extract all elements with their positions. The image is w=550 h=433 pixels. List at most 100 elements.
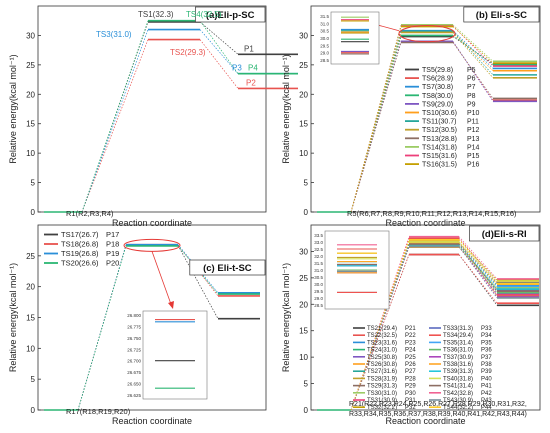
inset-tick-label: 31.0	[320, 21, 329, 26]
inset-tick-label: 31.0	[314, 268, 323, 273]
connector-ts-p	[452, 32, 494, 79]
connector-ts-p	[458, 242, 498, 285]
legend-ts-label: TS30(31.0)	[367, 391, 397, 397]
legend-ts-label: TS28(31.9)	[367, 376, 397, 382]
legend-product-label: P15	[467, 153, 480, 160]
legend-product-label: P7	[467, 84, 476, 91]
reactant-label: R5(R6,R7,R8,R9,R10,R11,R12,R13,R14,R15,R…	[347, 209, 517, 218]
ts-label: TS2(29.3)	[170, 48, 206, 57]
y-tick-label: 5	[31, 375, 36, 384]
legend-product-label: P11	[467, 119, 479, 126]
legend-ts-label: TS38(31.6)	[443, 362, 473, 368]
panel-title-box	[463, 6, 540, 23]
legend-ts-label: TS23(31.6)	[367, 340, 397, 346]
inset-tick-label: 31.5	[314, 261, 323, 266]
connector-ts-p	[458, 243, 498, 287]
legend-ts-label: TS31(30.9)	[367, 398, 397, 404]
legend-product-label: P10	[467, 110, 480, 117]
legend-ts-label: TS17(26.7)	[61, 230, 99, 239]
highlight-ellipse	[398, 25, 456, 43]
legend-product-label: P40	[481, 376, 492, 382]
legend-ts-label: TS6(28.9)	[422, 76, 453, 83]
connector-ts-p	[452, 24, 494, 62]
legend-ts-label: TS15(31.6)	[422, 153, 457, 160]
y-tick-label: 15	[299, 327, 308, 336]
zoom-arrow	[151, 251, 173, 308]
legend-ts-label: TS35(31.4)	[443, 340, 473, 346]
legend-ts-label: TS44(32.2)	[443, 405, 473, 411]
connector-r-ts	[350, 243, 410, 411]
legend-ts-label: TS25(30.8)	[367, 355, 397, 361]
legend-product-label: P33	[481, 326, 492, 332]
inset-tick-label: 30.5	[320, 29, 329, 34]
legend: TS17(26.7) P17 TS18(26.8) P18 TS19(26.8) P19 T…	[44, 230, 119, 268]
legend-product-label: P23	[405, 340, 416, 346]
inset-tick-label: 26.725	[127, 347, 141, 352]
connector-ts-p	[458, 245, 498, 288]
inset-tick-label: 26.675	[127, 370, 141, 375]
y-tick-label: 10	[299, 353, 308, 362]
y-tick-label: 15	[299, 120, 308, 129]
connector-r-ts	[350, 26, 402, 213]
y-tick-label: 25	[26, 61, 35, 70]
connector-r-ts	[81, 20, 149, 213]
legend-product-label: P35	[481, 340, 492, 346]
legend-ts-label: TS21(29.4)	[367, 326, 397, 332]
panel-title: (d)Eli-s-RI	[482, 229, 527, 240]
inset-tick-label: 26.625	[127, 393, 141, 398]
legend-product-label: P30	[405, 391, 416, 397]
reactant-label-cont: R33,R34,R35,R36,R37,R38,R39,R40,R41,R42,…	[349, 411, 527, 418]
ts-label: TS4(32.5)	[186, 10, 222, 19]
y-tick-label: 30	[299, 31, 308, 40]
y-axis-label: Relative energy(kcal mol⁻¹)	[8, 54, 18, 163]
inset-frame	[142, 310, 208, 400]
connector-ts-p	[452, 35, 494, 66]
legend-ts-label: TS19(26.8)	[61, 249, 99, 258]
y-axis-label: Relative energy(kcal mol⁻¹)	[281, 54, 291, 163]
y-tick-label: 0	[31, 208, 36, 217]
legend-product-label: P34	[481, 333, 492, 339]
legend-product-label: P19	[106, 249, 119, 258]
connector-ts-p	[458, 243, 498, 292]
connector-r-ts	[81, 29, 149, 213]
y-tick-label: 5	[304, 179, 309, 188]
y-tick-label: 10	[26, 149, 35, 158]
y-axis-label: Relative energy(kcal mol⁻¹)	[281, 263, 291, 372]
ts-label: TS1(32.3)	[138, 10, 174, 19]
legend-ts-label: TS29(31.3)	[367, 384, 397, 390]
legend-ts-label: TS8(30.0)	[422, 93, 453, 100]
connector-r-ts	[350, 254, 410, 411]
legend-ts-label: TS20(26.6)	[61, 259, 99, 268]
connector-ts-p	[177, 244, 219, 297]
connector-r-ts	[350, 246, 410, 411]
connector-r-ts	[77, 244, 127, 411]
inset-tick-label: 26.650	[127, 382, 141, 387]
connector-ts-p	[452, 31, 494, 76]
panel-a: 0 5 10 15 20 25 30 Reaction coordinate Relative …	[8, 5, 298, 228]
legend-product-label: P12	[467, 127, 480, 134]
inset: 31.5 31.0 30.5 30.0 29.5 29.0 28.5	[320, 11, 380, 65]
y-tick-label: 15	[26, 314, 35, 323]
legend-product-label: P22	[405, 333, 416, 339]
legend-product-label: P43	[481, 398, 492, 404]
x-axis-label: Reaction coordinate	[112, 218, 192, 228]
panel-d: 0 5 10 15 20 25 30 Reaction coordinate Relative …	[281, 224, 541, 426]
legend-product-label: P39	[481, 369, 492, 375]
ts-label: TS3(31.0)	[96, 30, 132, 39]
panel-title-box	[195, 6, 266, 23]
legend-ts-label: TS27(31.6)	[367, 369, 397, 375]
legend-product-label: P20	[106, 259, 119, 268]
legend-product-label: P28	[405, 376, 416, 382]
panel-title-box	[469, 225, 540, 242]
legend-product-label: P5	[467, 67, 476, 74]
inset-tick-label: 31.5	[320, 14, 329, 19]
legend-product-label: P8	[467, 93, 476, 100]
y-tick-label: 25	[299, 274, 308, 283]
y-tick-label: 20	[26, 283, 35, 292]
plot-frame	[37, 5, 267, 213]
legend-ts-label: TS18(26.8)	[61, 240, 99, 249]
connector-r-ts	[350, 241, 410, 411]
plot-frame	[310, 224, 541, 411]
reactant-label: R17(R18,R19,R20)	[66, 407, 131, 416]
inset-tick-label: 26.750	[127, 336, 141, 341]
